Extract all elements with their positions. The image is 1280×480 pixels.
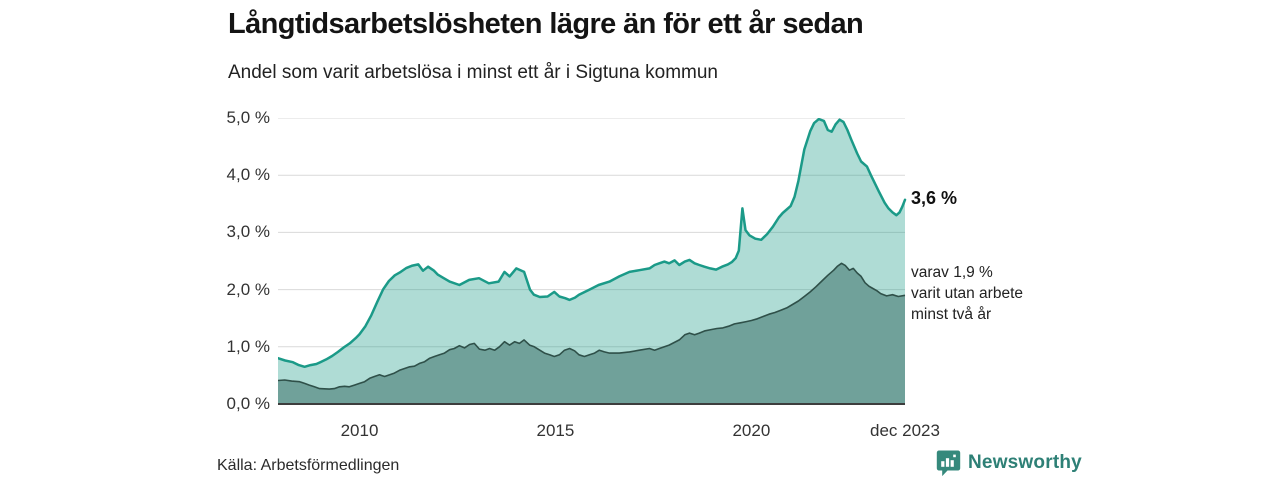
line-unemployed-2yr [278,262,906,390]
y-tick-label: 1,0 % [226,336,270,356]
line-unemployed-1yr [278,118,907,369]
x-tick-label: 2010 [340,421,379,440]
x-tick-label: dec 2023 [870,421,940,440]
latest-value-label: 3,6 % [911,188,958,208]
x-tick-label: 2015 [536,421,575,440]
y-tick-label: 5,0 % [226,108,270,127]
x-tick-label: 2020 [732,421,771,440]
page-title: Långtidsarbetslösheten lägre än för ett … [228,8,864,40]
newsworthy-logo: Newsworthy [936,449,1082,477]
y-tick-label: 2,0 % [226,279,270,299]
area-chart [278,118,907,405]
bar-chart-bubble-icon [936,450,961,476]
source-note: Källa: Arbetsförmedlingen [217,457,400,474]
y-tick-label: 0,0 % [226,394,270,413]
chart-subtitle: Andel som varit arbetslösa i minst ett å… [228,62,718,83]
brand-wordmark: Newsworthy [968,452,1082,473]
area-unemployed-2yr [278,263,905,404]
y-tick-label: 4,0 % [226,165,270,185]
two-year-note-label: varav 1,9 % varit utan arbete minst två … [911,264,1024,323]
y-tick-label: 3,0 % [226,222,270,242]
